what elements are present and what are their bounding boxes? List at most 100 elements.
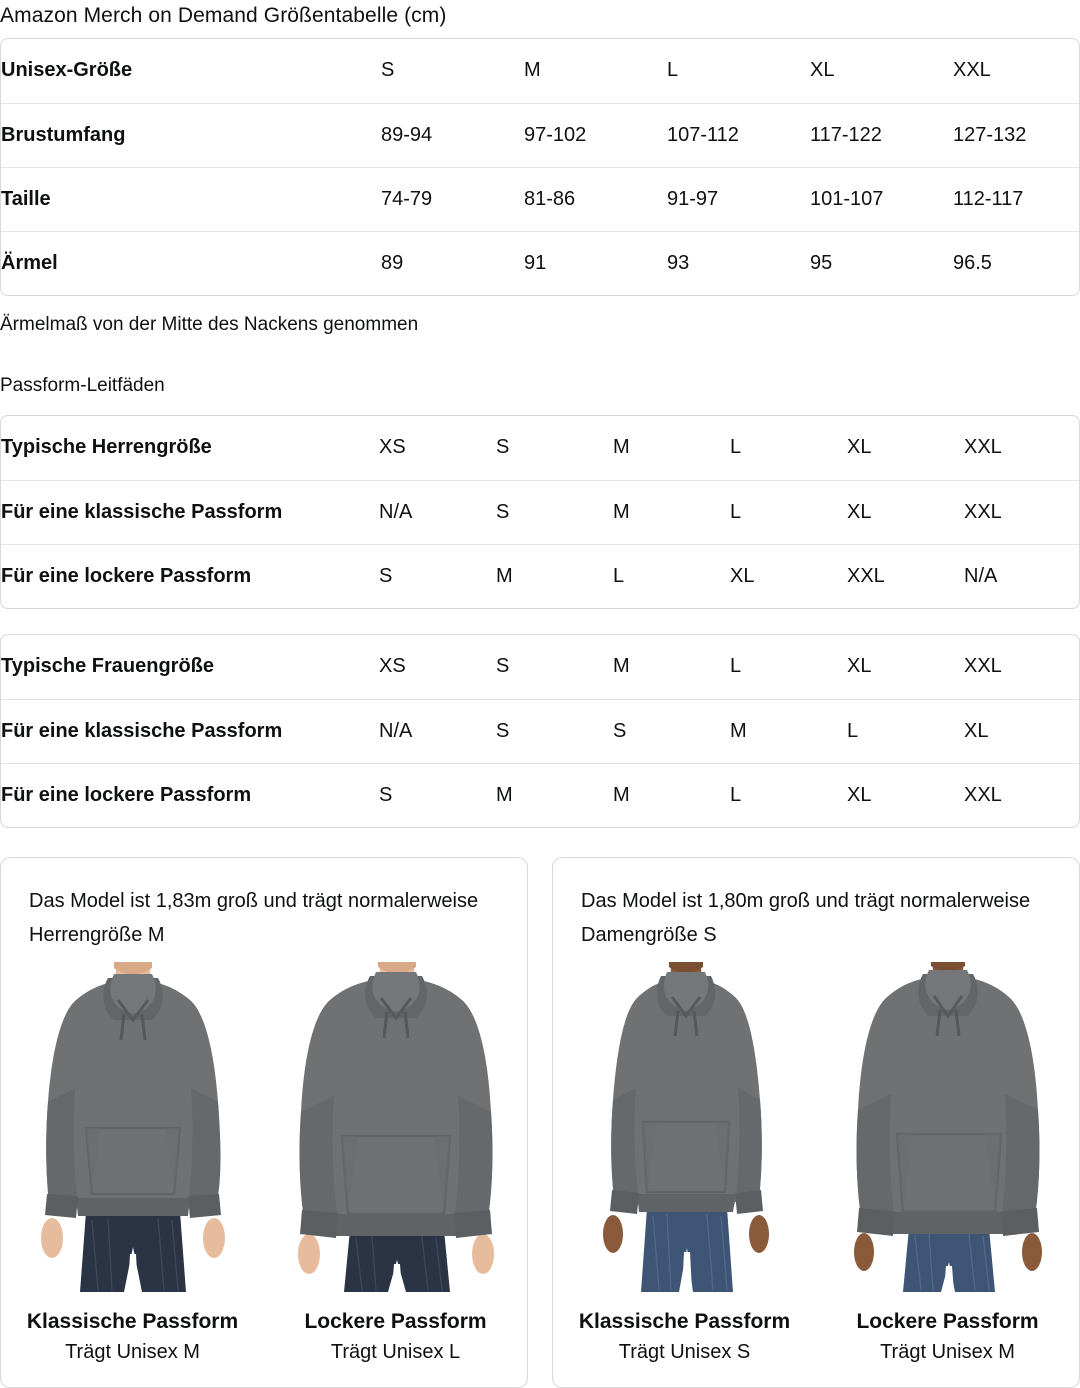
measurement-table: Unisex-Größe S M L XL XXL Brustumfang 89…	[1, 39, 1079, 295]
cell-value: M	[613, 762, 730, 827]
wears-label: Trägt Unisex M	[880, 1341, 1015, 1363]
row-label: Unisex-Größe	[1, 59, 133, 82]
model-figures	[553, 962, 1079, 1292]
cell-value: M	[613, 479, 730, 544]
figure-label-relaxed-fit: Lockere Passform Trägt Unisex M	[816, 1307, 1079, 1367]
cell-value: 117-122	[810, 102, 953, 167]
cell-value: 96.5	[953, 230, 1079, 295]
cell-value: XL	[810, 59, 835, 82]
table-row: Für eine klassische Passform N/A S S M L…	[1, 698, 1079, 763]
cell-value: XL	[730, 543, 847, 608]
table-row: Typische Frauengröße XS S M L XL XXL	[1, 635, 1079, 699]
cell-value: M	[613, 655, 630, 678]
page-title: Amazon Merch on Demand Größentabelle (cm…	[0, 4, 447, 27]
model-card-caption: Das Model ist 1,83m groß und trägt norma…	[29, 890, 479, 946]
hoodie-man-relaxed-illustration	[297, 962, 494, 1292]
cell-value: 81-86	[524, 166, 667, 231]
row-label: Für eine klassische Passform	[1, 698, 379, 763]
table-row: Für eine klassische Passform N/A S M L X…	[1, 479, 1079, 544]
cell-value: XS	[379, 436, 406, 459]
cell-value: M	[496, 762, 613, 827]
row-label: Für eine klassische Passform	[1, 479, 379, 544]
cell-value: 127-132	[953, 102, 1079, 167]
row-label: Taille	[1, 166, 381, 231]
table-row: Unisex-Größe S M L XL XXL	[1, 39, 1079, 103]
cell-value: L	[847, 698, 964, 763]
cell-value: N/A	[964, 543, 1079, 608]
cell-value: 101-107	[810, 166, 953, 231]
row-label: Typische Herrengröße	[1, 436, 212, 459]
table-row: Taille 74-79 81-86 91-97 101-107 112-117	[1, 166, 1079, 231]
model-figure-classic-fit-woman	[553, 962, 816, 1292]
fit-label: Klassische Passform	[26, 1310, 239, 1333]
cell-value: S	[379, 543, 496, 608]
cell-value: N/A	[379, 698, 496, 763]
fit-guides-title: Passform-Leitfäden	[0, 375, 165, 396]
model-figure-classic-fit-man	[1, 962, 264, 1292]
cell-value: M	[730, 698, 847, 763]
model-figures	[1, 962, 527, 1292]
model-card-men: Das Model ist 1,83m groß und trägt norma…	[0, 857, 528, 1388]
hoodie-woman-classic-illustration	[602, 962, 769, 1292]
cell-value: S	[379, 762, 496, 827]
row-label: Für eine lockere Passform	[1, 543, 379, 608]
cell-value: M	[613, 436, 630, 459]
cell-value: S	[613, 698, 730, 763]
cell-value: XL	[847, 655, 872, 678]
fit-label: Klassische Passform	[578, 1310, 791, 1333]
row-label: Brustumfang	[1, 102, 381, 167]
sleeve-measurement-note: Ärmelmaß von der Mitte des Nackens genom…	[0, 314, 419, 335]
table-row: Für eine lockere Passform S M M L XL XXL	[1, 762, 1079, 827]
fit-label: Lockere Passform	[856, 1310, 1039, 1333]
cell-value: XS	[379, 655, 406, 678]
cell-value: XL	[847, 479, 964, 544]
figure-label-relaxed-fit: Lockere Passform Trägt Unisex L	[264, 1307, 527, 1367]
cell-value: XL	[964, 698, 1079, 763]
cell-value: L	[730, 655, 742, 678]
cell-value: S	[496, 436, 510, 459]
mens-fit-table: Typische Herrengröße XS S M L XL XXL Für…	[1, 416, 1079, 608]
cell-value: XXL	[953, 59, 991, 82]
cell-value: XXL	[847, 543, 964, 608]
cell-value: L	[730, 436, 742, 459]
model-card-caption: Das Model ist 1,80m groß und trägt norma…	[581, 890, 1031, 946]
cell-value: XL	[847, 436, 872, 459]
wears-label: Trägt Unisex S	[618, 1341, 751, 1363]
cell-value: XL	[847, 762, 964, 827]
cell-value: M	[496, 543, 613, 608]
cell-value: L	[730, 479, 847, 544]
cell-value: XXL	[964, 436, 1002, 459]
hoodie-woman-relaxed-illustration	[853, 962, 1042, 1292]
cell-value: 97-102	[524, 102, 667, 167]
row-label: Ärmel	[1, 230, 381, 295]
cell-value: XXL	[964, 655, 1002, 678]
row-label: Typische Frauengröße	[1, 655, 215, 678]
table-row: Für eine lockere Passform S M L XL XXL N…	[1, 543, 1079, 608]
womens-fit-table: Typische Frauengröße XS S M L XL XXL Für…	[1, 635, 1079, 827]
cell-value: 107-112	[667, 102, 810, 167]
cell-value: M	[524, 59, 541, 82]
cell-value: 89-94	[381, 102, 524, 167]
cell-value: 89	[381, 230, 524, 295]
cell-value: 93	[667, 230, 810, 295]
cell-value: S	[496, 655, 510, 678]
cell-value: L	[667, 59, 679, 82]
model-card-women: Das Model ist 1,80m groß und trägt norma…	[552, 857, 1080, 1388]
table-row: Brustumfang 89-94 97-102 107-112 117-122…	[1, 102, 1079, 167]
cell-value: S	[496, 698, 613, 763]
cell-value: 112-117	[953, 166, 1079, 231]
cell-value: S	[381, 59, 395, 82]
cell-value: N/A	[379, 479, 496, 544]
model-figure-labels: Klassische Passform Trägt Unisex S Locke…	[553, 1307, 1079, 1367]
model-figure-relaxed-fit-man	[264, 962, 527, 1292]
cell-value: 74-79	[381, 166, 524, 231]
cell-value: 91-97	[667, 166, 810, 231]
cell-value: XXL	[964, 479, 1079, 544]
figure-label-classic-fit: Klassische Passform Trägt Unisex S	[553, 1307, 816, 1367]
hoodie-man-classic-illustration	[40, 962, 225, 1292]
cell-value: XXL	[964, 762, 1079, 827]
model-figure-relaxed-fit-woman	[816, 962, 1079, 1292]
cell-value: L	[730, 762, 847, 827]
cell-value: S	[496, 479, 613, 544]
